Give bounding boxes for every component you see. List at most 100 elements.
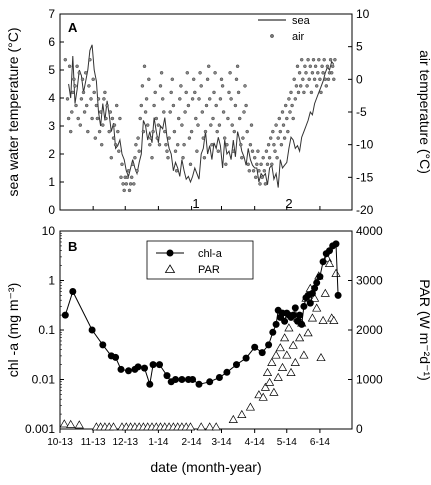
- air-temperature-point: [157, 142, 162, 147]
- air-temperature-point: [71, 90, 75, 95]
- air-temperature-point: [154, 116, 159, 121]
- air-temperature-point: [95, 116, 100, 121]
- par-point: [205, 422, 215, 431]
- air-temperature-point: [214, 103, 218, 108]
- par-point: [331, 268, 341, 277]
- air-temperature-point: [227, 90, 231, 95]
- panel-a-left-tick-label: 2: [48, 147, 55, 161]
- air-temperature-point: [163, 129, 167, 134]
- air-temperature-point: [299, 84, 303, 88]
- air-temperature-point: [219, 77, 224, 82]
- panel-b-left-axis-label: chl -a (mg m⁻³): [5, 283, 21, 378]
- air-temperature-point: [128, 182, 133, 186]
- air-temperature-point: [103, 90, 107, 95]
- air-temperature-point: [124, 182, 129, 186]
- air-temperature-point: [143, 110, 148, 114]
- annotation-1: 1: [192, 196, 199, 211]
- x-axis-label: date (month-year): [150, 459, 261, 475]
- panel-b-x-tick-label: 5-14: [277, 437, 297, 448]
- air-temperature-point: [148, 142, 152, 147]
- air-temperature-point: [91, 77, 95, 82]
- air-temperature-point: [319, 90, 323, 95]
- chl-a-point: [306, 299, 314, 307]
- par-point: [309, 293, 320, 302]
- panel-a-right-tick-label: -10: [356, 138, 374, 152]
- panel-a-left-tick-label: 1: [48, 175, 55, 189]
- air-temperature-point: [253, 175, 258, 180]
- chl-a-point: [163, 372, 171, 380]
- air-temperature-point: [273, 149, 277, 153]
- panel-b-x-tick-label: 2-14: [182, 437, 202, 448]
- panel-a-left-tick-label: 6: [48, 35, 55, 49]
- air-temperature-point: [311, 58, 316, 62]
- chl-a-point: [300, 302, 308, 310]
- air-temperature-point: [236, 90, 241, 95]
- panel-b-x-tick-label: 12-13: [112, 437, 138, 448]
- air-temperature-point: [145, 123, 150, 127]
- air-temperature-point: [210, 142, 214, 147]
- air-temperature-point: [96, 97, 101, 101]
- air-temperature-point: [211, 116, 215, 121]
- air-temperature-point: [159, 71, 164, 75]
- panel-a-left-ticks: 0 1 2 3 4 5 6 7: [48, 7, 64, 217]
- air-temperature-point: [179, 84, 183, 88]
- air-temperature-point: [304, 71, 308, 75]
- air-temperature-point: [173, 149, 178, 153]
- panel-a-right-tick-label: 5: [356, 40, 363, 54]
- air-temperature-point: [142, 64, 147, 69]
- air-temperature-point: [264, 149, 269, 153]
- air-temperature-point: [246, 162, 250, 167]
- air-temperature-point: [258, 182, 262, 186]
- air-temperature-point: [204, 103, 209, 108]
- air-temperature-point: [140, 84, 145, 88]
- air-temperature-point: [202, 155, 207, 160]
- air-temperature-point: [101, 123, 105, 127]
- chl-a-point: [141, 364, 148, 372]
- chl-a-point: [272, 320, 280, 328]
- air-temperature-point: [135, 169, 139, 173]
- par-point: [284, 323, 294, 332]
- air-temperature-point: [186, 103, 191, 108]
- air-temperature-point: [213, 71, 217, 75]
- air-temperature-point: [277, 116, 281, 121]
- air-temperature-point: [82, 110, 87, 114]
- chl-a-point: [316, 273, 324, 281]
- air-temperature-point: [217, 123, 222, 127]
- air-temperature-point: [216, 149, 221, 153]
- panel-b-x-tick-label: 11-13: [81, 437, 106, 448]
- air-temperature-point: [242, 110, 246, 114]
- air-temperature-point: [294, 84, 299, 88]
- air-temperature-point: [72, 77, 76, 82]
- air-temperature-point: [178, 97, 182, 101]
- air-temperature-point: [182, 142, 186, 147]
- air-temperature-point: [94, 103, 99, 108]
- par-point: [211, 422, 221, 431]
- air-temperature-point: [197, 97, 201, 101]
- par-point: [294, 333, 305, 342]
- air-temperature-point: [83, 71, 88, 75]
- air-temperature-point: [98, 110, 103, 114]
- air-temperature-point: [224, 162, 228, 167]
- air-temperature-point: [136, 136, 140, 140]
- par-point: [59, 419, 69, 428]
- air-temperature-point: [139, 103, 144, 108]
- par-point: [271, 350, 281, 359]
- chl-a-point: [233, 361, 240, 369]
- air-temperature-point: [279, 142, 284, 147]
- chl-a-point: [146, 380, 154, 388]
- air-temperature-point: [248, 142, 253, 147]
- air-temperature-point: [324, 84, 328, 88]
- air-temperature-point: [295, 64, 300, 69]
- panel-b-right-tick-label: 3000: [356, 274, 383, 288]
- chl-a-point: [258, 349, 266, 357]
- air-temperature-point: [86, 129, 90, 134]
- air-temperature-point: [199, 84, 203, 88]
- air-temperature-point: [247, 169, 252, 173]
- air-temperature-point: [151, 129, 155, 134]
- air-temperature-point: [330, 71, 334, 75]
- par-point: [286, 367, 296, 376]
- legend-chl-label: chl-a: [198, 248, 223, 260]
- air-temperature-point: [325, 64, 330, 69]
- panel-a-right-tick-label: -15: [356, 170, 374, 184]
- par-point: [228, 414, 238, 423]
